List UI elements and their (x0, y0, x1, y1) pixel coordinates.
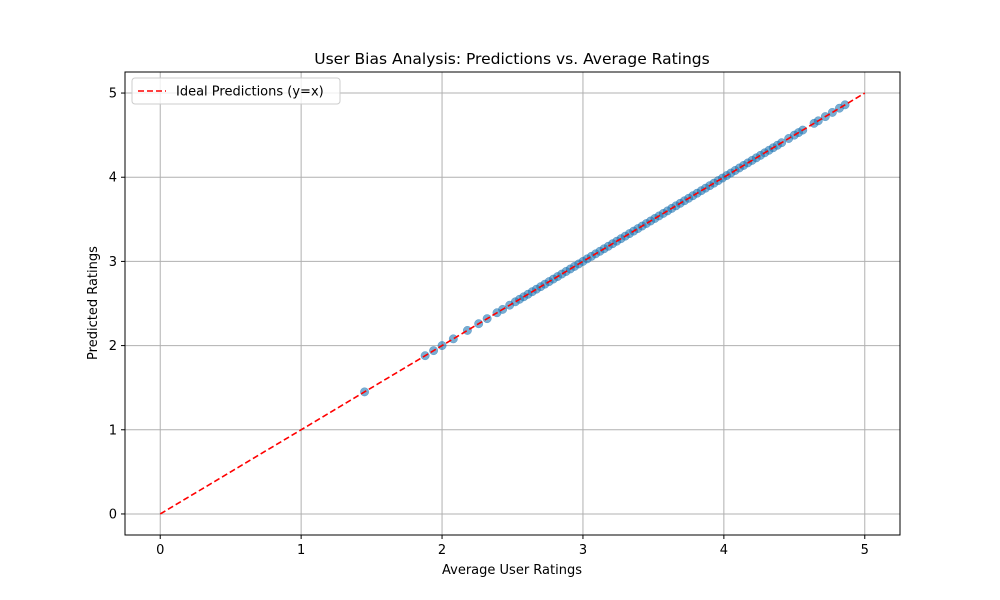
x-axis-label: Average User Ratings (442, 563, 582, 578)
plot-frame (124, 71, 901, 536)
y-tick-label: 4 (109, 171, 117, 186)
y-tick-label: 1 (109, 423, 117, 438)
legend-box (131, 77, 341, 105)
y-tick-label: 2 (109, 339, 117, 354)
x-tick-label: 0 (156, 543, 164, 558)
reference-line-layer (159, 92, 866, 515)
axis-ticks: 0 1 2 3 4 5 0 1 2 3 4 5 (109, 87, 869, 558)
x-tick-label: 1 (297, 543, 305, 558)
scatter-point (448, 334, 458, 344)
chart-title: User Bias Analysis: Predictions vs. Aver… (314, 50, 709, 68)
gridlines (125, 72, 900, 535)
legend-label-ideal-predictions: Ideal Predictions (y=x) (176, 85, 324, 100)
ideal-predictions-line (159, 92, 866, 515)
x-tick-label: 2 (438, 543, 446, 558)
y-tick-label: 5 (109, 87, 117, 102)
x-tick-label: 3 (579, 543, 587, 558)
legend: Ideal Predictions (y=x) (131, 77, 341, 105)
y-tick-label: 3 (109, 255, 117, 270)
y-axis-label: Predicted Ratings (86, 246, 101, 360)
x-tick-label: 4 (720, 543, 728, 558)
x-tick-label: 5 (861, 543, 869, 558)
y-tick-label: 0 (109, 507, 117, 522)
